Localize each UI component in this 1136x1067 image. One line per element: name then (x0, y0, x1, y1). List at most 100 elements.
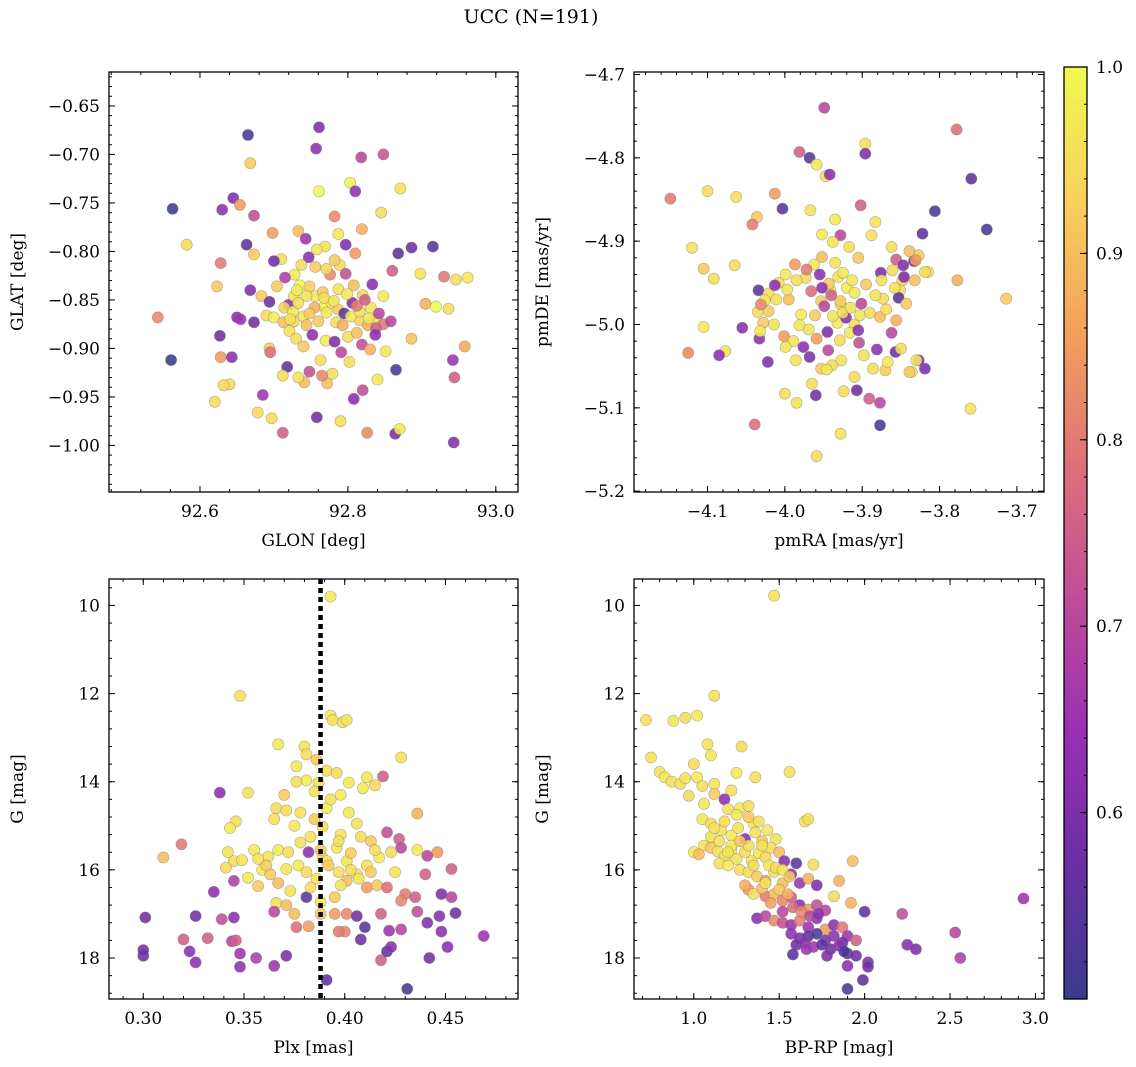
data-point (871, 343, 883, 356)
data-point (854, 199, 867, 212)
data-point (742, 800, 755, 812)
data-point (746, 218, 759, 231)
data-point (252, 880, 264, 893)
data-point (421, 916, 434, 929)
data-point (252, 853, 264, 865)
data-point (355, 223, 368, 235)
data-point (825, 289, 838, 302)
y-tick-label: 18 (603, 949, 625, 969)
data-point (384, 315, 397, 328)
data-point (280, 863, 293, 875)
data-point (869, 289, 882, 302)
data-point (820, 363, 833, 376)
data-point (328, 254, 341, 267)
data-point (250, 952, 262, 964)
data-point (679, 711, 692, 724)
data-point (283, 325, 296, 337)
data-point (392, 247, 405, 260)
scatter-points (640, 589, 1030, 995)
colorbar-tick-label: 0.6 (1096, 804, 1123, 824)
colorbar-tick-label: 0.8 (1096, 431, 1123, 451)
data-point (310, 243, 323, 256)
data-point (268, 813, 281, 826)
data-point (394, 182, 407, 195)
data-point (303, 307, 316, 320)
data-point (441, 941, 454, 953)
data-point (730, 191, 742, 203)
data-point (442, 302, 455, 315)
x-tick-label: 2.5 (937, 1009, 964, 1029)
data-point (895, 342, 907, 355)
y-tick-label: −0.70 (48, 145, 100, 165)
data-point (371, 879, 383, 892)
data-point (423, 952, 436, 964)
x-tick-label: 0.35 (225, 1009, 263, 1029)
data-point (837, 266, 849, 279)
data-point (810, 158, 823, 171)
data-point (838, 945, 850, 958)
data-point (386, 264, 399, 277)
data-point (354, 933, 367, 946)
data-point (708, 689, 721, 702)
data-point (874, 396, 886, 409)
data-point (344, 847, 357, 859)
data-point (810, 332, 823, 345)
data-point (449, 273, 462, 286)
data-point (322, 859, 335, 872)
data-point (778, 387, 791, 400)
colorbar-tick-label: 1.0 (1096, 58, 1123, 78)
data-point (213, 329, 226, 342)
x-tick-label: −4.1 (687, 502, 728, 522)
data-point (829, 256, 841, 269)
data-point (314, 354, 327, 366)
data-point (806, 377, 818, 390)
x-axis-label: GLON [deg] (261, 531, 365, 551)
data-point (236, 854, 248, 867)
data-point (248, 248, 260, 261)
data-point (867, 362, 879, 375)
data-point (752, 284, 765, 297)
data-point (180, 238, 193, 251)
data-point (718, 815, 731, 828)
data-point (395, 894, 407, 907)
y-tick-label: −4.7 (584, 66, 625, 86)
data-point (1000, 292, 1012, 305)
data-point (730, 767, 743, 779)
data-point (405, 241, 418, 254)
data-point (795, 308, 807, 321)
data-point (381, 826, 393, 839)
data-point (886, 264, 899, 277)
data-point (294, 806, 307, 819)
data-point (705, 749, 717, 762)
data-point (356, 782, 369, 795)
data-point (691, 709, 704, 722)
data-point (255, 290, 268, 302)
data-point (381, 881, 393, 894)
data-point (284, 313, 297, 326)
x-tick-label: 1.5 (766, 1009, 793, 1029)
data-point (347, 279, 360, 292)
data-point (299, 232, 312, 245)
data-point (411, 807, 424, 820)
data-point (908, 274, 921, 287)
data-point (823, 168, 836, 181)
data-point (276, 369, 289, 382)
data-point (804, 204, 817, 217)
data-point (812, 908, 825, 920)
data-point (377, 148, 390, 161)
data-point (280, 899, 293, 911)
data-point (300, 866, 313, 878)
x-tick-label: 3.0 (1022, 1009, 1049, 1029)
data-point (411, 844, 424, 856)
scatter-points (664, 101, 1012, 463)
data-point (834, 295, 847, 308)
data-point (342, 806, 355, 819)
data-point (177, 933, 190, 946)
data-point (309, 261, 322, 273)
data-point (300, 319, 313, 332)
y-axis-label: G [mag] (8, 754, 28, 823)
data-point (965, 172, 978, 185)
data-point (334, 415, 347, 428)
data-point (793, 146, 806, 158)
